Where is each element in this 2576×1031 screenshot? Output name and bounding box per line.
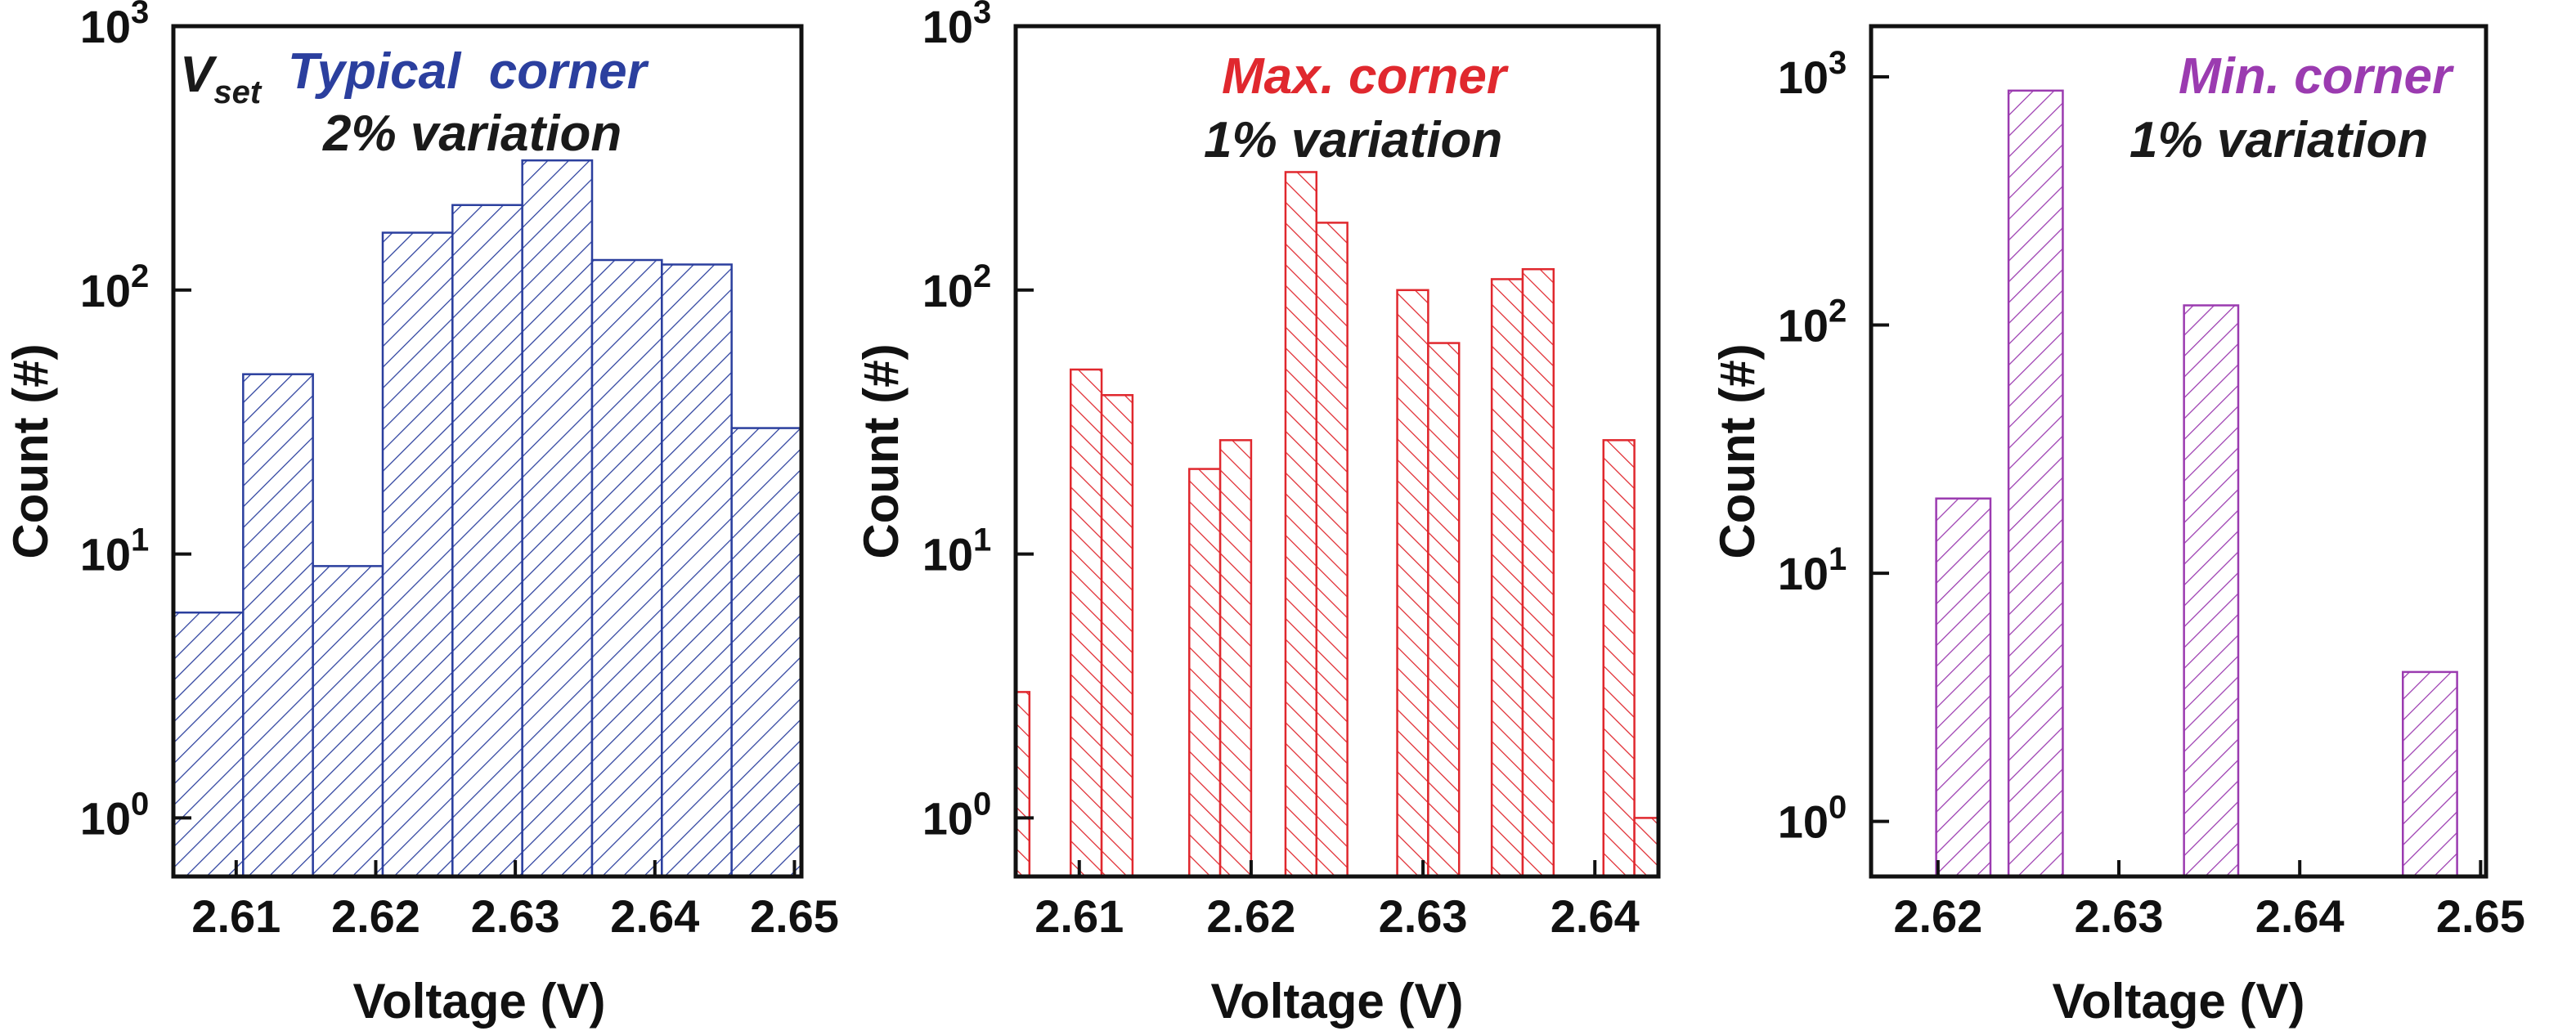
- x-axis-title: Voltage (V): [353, 974, 606, 1029]
- x-tick-label: 2.64: [2255, 890, 2345, 942]
- y-tick-label: 102: [1778, 294, 1847, 352]
- histogram-bar: [2007, 89, 2064, 878]
- y-axis-title: Count (#): [854, 343, 909, 558]
- plot-frame: [1869, 24, 2488, 879]
- y-axis-title: Count (#): [1710, 343, 1765, 558]
- x-tick-label: 2.65: [750, 890, 839, 942]
- x-tick-label: 2.62: [331, 890, 420, 942]
- x-tick-label: 2.61: [191, 890, 280, 942]
- histogram-bar: [381, 231, 454, 878]
- histogram-typical-corner: 2.61 2.62 2.63 2.64 2.65 100 101 102 103 Voltage…: [3, 0, 839, 1029]
- histogram-bar: [2183, 304, 2240, 878]
- histogram-min-corner: 2.62 2.63 2.64 2.65 100 101 102 103 Voltage (V)…: [1710, 24, 2525, 1029]
- y-tick-label: 101: [1778, 541, 1847, 599]
- y-tick-label: 102: [922, 258, 992, 316]
- histogram-bar: [1935, 497, 1992, 878]
- histogram-bar: [661, 263, 733, 878]
- x-tick-label: 2.64: [1551, 890, 1640, 942]
- x-tick-label: 2.64: [610, 890, 699, 942]
- y-tick-label: 103: [80, 0, 150, 52]
- histogram-bar: [1315, 222, 1349, 878]
- variation-label: 1% variation: [2129, 112, 2428, 168]
- histogram-max-corner: 2.61 2.62 2.63 2.64 100 101 102 103 Voltage (V)…: [854, 0, 1661, 1029]
- x-tick-label: 2.65: [2436, 890, 2525, 942]
- plot-frame: [1013, 24, 1661, 879]
- symbol-label: Vset: [180, 47, 263, 110]
- variation-label: 1% variation: [1204, 112, 1502, 168]
- y-tick-label: 100: [922, 786, 992, 844]
- y-tick-label: 100: [1778, 790, 1847, 848]
- histogram-bar: [1284, 171, 1318, 878]
- y-axis-title: Count (#): [3, 343, 58, 558]
- plot-frame: [171, 24, 804, 879]
- axis-ticks: 2.61 2.62 2.63 2.64 2.65 100 101 102 103: [80, 0, 839, 942]
- histogram-bar: [451, 204, 523, 878]
- histogram-bar: [1490, 278, 1524, 878]
- histogram-bar: [521, 159, 594, 878]
- histogram-bar: [1633, 817, 1660, 878]
- corner-label: Max. corner: [1222, 48, 1509, 105]
- symbol-main: V: [180, 47, 218, 103]
- y-tick-label: 102: [80, 258, 150, 316]
- y-tick-label: 103: [922, 0, 992, 52]
- histogram-bar: [1521, 267, 1555, 878]
- bars-typical-corner: [172, 159, 803, 878]
- x-tick-label: 2.61: [1034, 890, 1124, 942]
- histogram-bar: [242, 373, 314, 878]
- x-axis-title: Voltage (V): [1211, 974, 1464, 1029]
- axis-ticks: 2.62 2.63 2.64 2.65 100 101 102 103: [1778, 45, 2525, 942]
- histogram-bar: [1396, 289, 1429, 878]
- x-tick-label: 2.62: [1206, 890, 1295, 942]
- x-tick-label: 2.63: [471, 890, 560, 942]
- histogram-bar: [1014, 691, 1031, 878]
- histogram-bar: [1188, 468, 1222, 878]
- y-tick-label: 103: [1778, 45, 1847, 103]
- x-tick-label: 2.63: [1379, 890, 1468, 942]
- histogram-bar: [1427, 342, 1461, 878]
- bars-max-corner: [1014, 171, 1660, 878]
- bars-min-corner: [1935, 89, 2458, 878]
- variation-label: 2% variation: [322, 105, 622, 162]
- histogram-bar: [312, 565, 384, 878]
- symbol-subscript: set: [213, 74, 262, 110]
- histogram-bar: [1100, 394, 1134, 878]
- histogram-bar: [172, 611, 245, 878]
- histogram-bar: [1218, 439, 1253, 878]
- y-tick-label: 101: [80, 522, 150, 580]
- histogram-bar: [590, 258, 663, 878]
- y-tick-label: 100: [80, 786, 150, 844]
- x-tick-label: 2.63: [2075, 890, 2164, 942]
- histogram-bar: [1070, 368, 1103, 878]
- y-tick-label: 101: [922, 522, 992, 580]
- corner-label: Min. corner: [2179, 48, 2454, 105]
- histogram-bar: [1602, 439, 1636, 878]
- x-axis-title: Voltage (V): [2053, 974, 2305, 1029]
- histogram-bar: [730, 427, 803, 878]
- corner-label: Typical corner: [288, 43, 649, 100]
- axis-ticks: 2.61 2.62 2.63 2.64 100 101 102 103: [922, 0, 1640, 942]
- x-tick-label: 2.62: [1893, 890, 1982, 942]
- histogram-bar: [2402, 670, 2458, 878]
